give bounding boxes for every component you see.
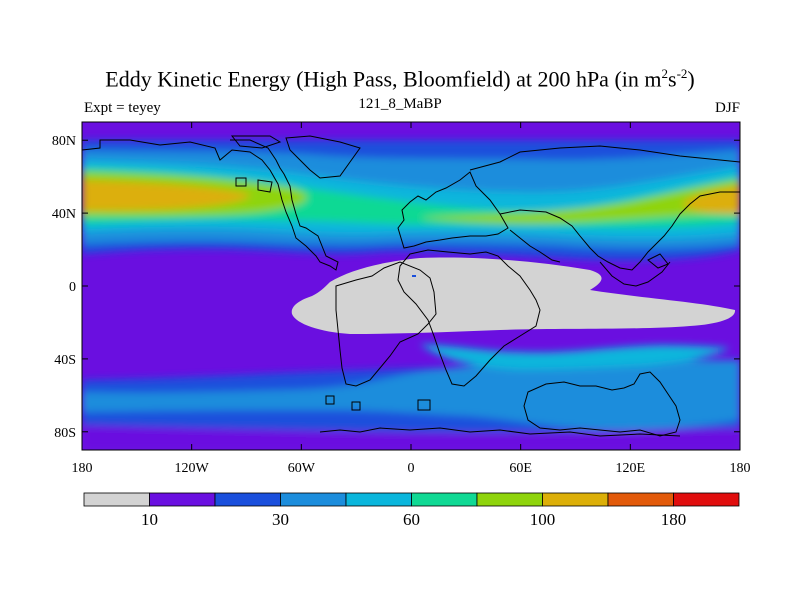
colorbar-swatch [83, 492, 150, 507]
colorbar-swatch [345, 492, 412, 507]
lat-tick-label: 80N [52, 134, 76, 149]
lon-tick-label: 0 [408, 461, 415, 476]
colorbar-swatch [149, 492, 216, 507]
colorbar-swatch [214, 492, 281, 507]
lat-tick-label: 80S [54, 426, 76, 441]
colorbar-label: 100 [530, 510, 556, 529]
colorbar-label: 10 [141, 510, 158, 529]
filled-contour-field [82, 122, 740, 450]
colorbar-label: 60 [403, 510, 420, 529]
colorbar-label: 30 [272, 510, 289, 529]
lon-tick-label: 60E [509, 461, 532, 476]
lat-tick-label: 0 [69, 280, 76, 295]
lon-tick-label: 60W [288, 461, 316, 476]
latitude-axis: 80N 40N 0 40S 80S [52, 134, 740, 441]
colorbar-swatch [411, 492, 478, 507]
lat-tick-label: 40N [52, 207, 76, 222]
experiment-label: Expt = teyey [84, 100, 161, 116]
colorbar-swatch [607, 492, 674, 507]
colorbar-swatch [673, 492, 740, 507]
colorbar-swatch [280, 492, 347, 507]
colorbar-label: 180 [661, 510, 687, 529]
coastlines [82, 135, 740, 437]
lon-tick-label: 180 [72, 461, 93, 476]
colorbar-swatch [476, 492, 543, 507]
run-id-label: 121_8_MaBP [358, 96, 442, 112]
lon-tick-label: 180 [730, 461, 751, 476]
season-label: DJF [714, 100, 740, 116]
colorbar-swatch [542, 492, 609, 507]
lat-tick-label: 40S [54, 353, 76, 368]
colorbar: 10 30 60 100 180 [83, 492, 740, 529]
longitude-axis: 180 120W 60W 0 60E 120E 180 [72, 122, 751, 476]
lon-tick-label: 120W [175, 461, 210, 476]
lon-tick-label: 120E [616, 461, 646, 476]
map-title: Eddy Kinetic Energy (High Pass, Bloomfie… [105, 66, 695, 92]
